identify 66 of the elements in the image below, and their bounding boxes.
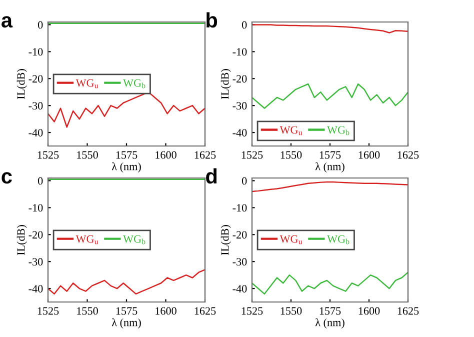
x-tick-label: 1575 (320, 307, 341, 315)
x-tick-label: 1575 (116, 151, 138, 159)
chart-title: b (206, 12, 218, 28)
line-series (48, 91, 205, 128)
x-tick-label: 1625 (398, 307, 419, 315)
x-tick-label: 1625 (194, 307, 216, 315)
legend-label: WG$_{b}$ (123, 235, 146, 244)
y-tick-label: -10 (28, 204, 43, 212)
y-tick-label: -40 (28, 128, 43, 136)
x-tick-label: 1550 (280, 151, 302, 159)
x-tick-label: 1525 (38, 151, 59, 159)
y-tick-label: -30 (232, 258, 247, 266)
legend-label: WG$_{u}$ (280, 126, 302, 136)
y-tick-label: -20 (232, 231, 247, 239)
x-tick-label: 1550 (77, 151, 98, 159)
chart-title: c (2, 172, 12, 184)
y-tick-label: 0 (38, 21, 43, 29)
y-tick-label: -40 (28, 284, 43, 292)
line-series (48, 269, 205, 295)
chart-title: a (2, 16, 13, 28)
y-axis-title: IL(dB) (16, 69, 27, 100)
x-axis-title: λ (nm) (112, 318, 141, 329)
x-tick-label: 1600 (156, 307, 176, 315)
y-axis-title: IL(dB) (220, 69, 231, 100)
y-axis-title: IL(dB) (220, 225, 231, 256)
text: WG$_{b}$ (327, 235, 350, 244)
x-tick-label: 1525 (242, 151, 263, 159)
y-tick-label: 0 (242, 21, 247, 29)
line-series (252, 24, 408, 34)
y-tick-label: -30 (28, 258, 43, 266)
x-tick-label: 1550 (77, 307, 98, 315)
y-tick-label: -30 (232, 102, 247, 110)
y-tick-label: -40 (232, 284, 247, 292)
x-tick-label: 1525 (242, 307, 263, 315)
x-tick-label: 1575 (320, 151, 341, 159)
x-tick-label: 1625 (398, 151, 419, 159)
line-series (252, 83, 408, 109)
legend-label: WG$_{b}$ (327, 126, 350, 136)
text: WG$_{u}$ (280, 235, 302, 244)
x-axis-title: λ (nm) (315, 318, 344, 329)
y-tick-label: 0 (38, 177, 43, 185)
y-tick-label: -40 (232, 128, 247, 136)
y-tick-label: -20 (28, 75, 43, 83)
y-tick-label: -20 (28, 231, 43, 239)
x-tick-label: 1600 (358, 151, 380, 159)
y-tick-label: -10 (232, 48, 247, 56)
y-tick-label: -10 (232, 204, 247, 212)
y-tick-label: -10 (28, 48, 43, 56)
legend-label: WG$_{u}$ (76, 79, 98, 88)
x-axis-title: λ (nm) (315, 162, 344, 173)
legend-label: WG$_{b}$ (123, 79, 146, 88)
y-tick-label: -30 (28, 102, 43, 110)
legend-label: WG$_{u}$ (76, 235, 98, 244)
x-axis-title: λ (nm) (112, 162, 141, 173)
x-tick-label: 1550 (280, 307, 302, 315)
line-series (252, 272, 408, 295)
y-tick-label: -20 (232, 75, 247, 83)
x-tick-label: 1625 (194, 151, 216, 159)
y-tick-label: 0 (242, 177, 247, 185)
x-tick-label: 1525 (38, 307, 59, 315)
x-tick-label: 1600 (156, 151, 176, 159)
x-tick-label: 1600 (358, 307, 380, 315)
y-axis-title: IL(dB) (16, 225, 27, 256)
chart-title: d (206, 168, 217, 184)
x-tick-label: 1575 (116, 307, 138, 315)
line-series (252, 181, 408, 192)
